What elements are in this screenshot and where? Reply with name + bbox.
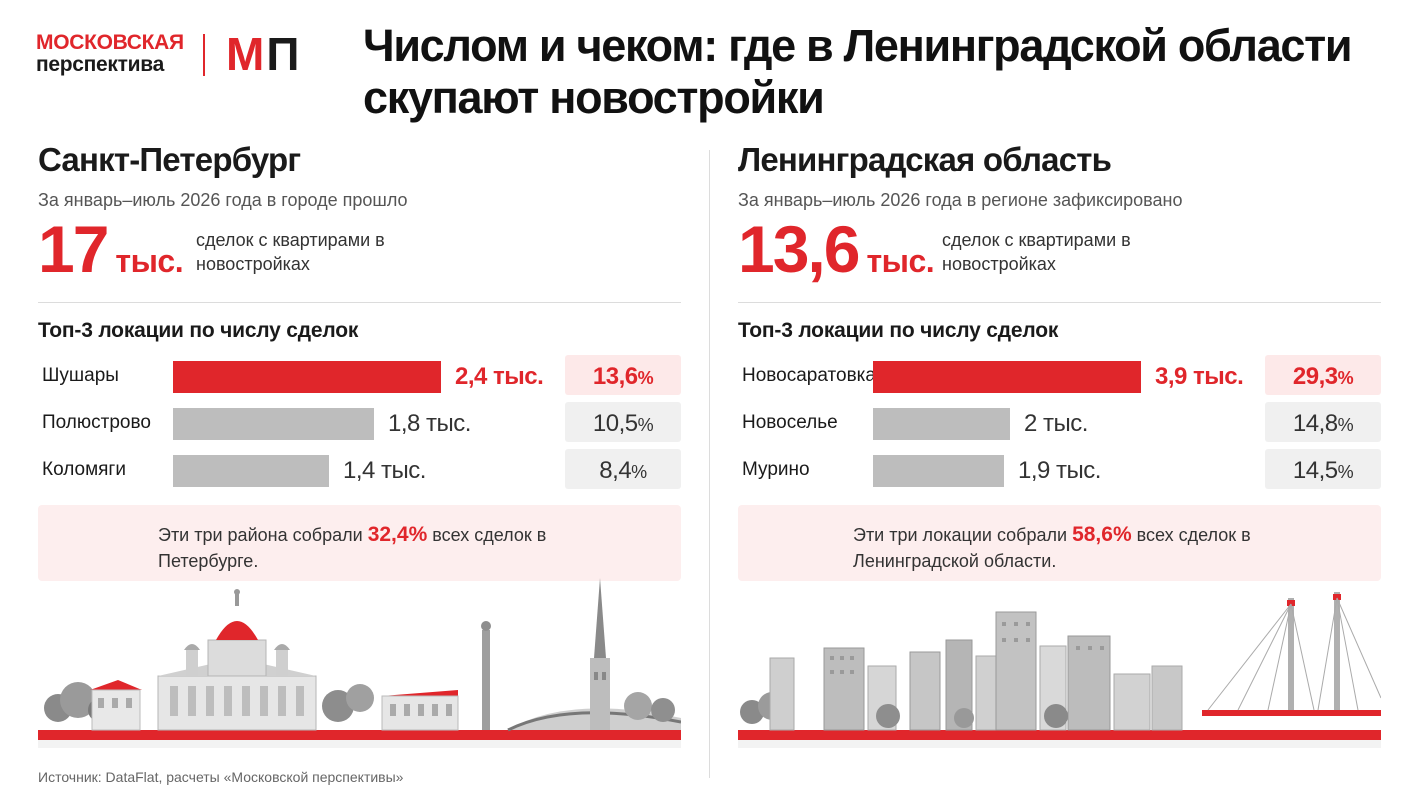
spb-big-unit: тыс. — [115, 243, 184, 279]
lo-big-number-value: 13,6 — [738, 212, 860, 286]
lo-subtitle: За январь–июль 2026 года в регионе зафик… — [738, 190, 1183, 210]
lo-row-2: Мурино 1,9 тыс. 14,5% — [738, 449, 1381, 489]
spb-panel: Санкт-Петербург За январь–июль 2026 года… — [38, 138, 683, 748]
lo-big-number: 13,6 тыс. — [738, 212, 935, 296]
spb-share-box: 10,5% — [565, 402, 681, 442]
spb-summary-note: Эти три района собрали 32,4% всех сделок… — [38, 505, 681, 581]
lo-bar-value: 3,9 тыс. — [1155, 363, 1244, 390]
lo-bar-value: 1,9 тыс. — [1018, 457, 1101, 484]
spb-total: 17 тыс. сделок с квартирами в новостройка… — [38, 214, 683, 290]
spb-bar-label: Полюстрово — [42, 412, 151, 433]
lo-divider — [738, 302, 1381, 303]
logo-mark-p: П — [266, 28, 302, 80]
spb-bar — [173, 408, 374, 440]
lo-panel: Ленинградская область За январь–июль 202… — [738, 138, 1383, 748]
spb-share-box: 8,4% — [565, 449, 681, 489]
spb-divider — [38, 302, 681, 303]
lo-bar-label: Новоселье — [742, 412, 838, 433]
lo-share-value: 29,3 — [1292, 363, 1338, 390]
lo-share-sign: % — [1337, 462, 1354, 482]
logo-line1: МОСКОВСКАЯ — [36, 31, 184, 54]
lo-share-box: 14,5% — [1265, 449, 1381, 489]
lo-skyline-illustration — [738, 592, 1381, 748]
lo-bar-label: Новосаратовка — [742, 365, 876, 386]
spb-summary-text: Эти три района собрали 32,4% всех сделок… — [158, 522, 578, 574]
lo-note-after: всех сделок в Ленинградской области. — [853, 525, 1251, 571]
spb-share-value: 13,6 — [592, 363, 638, 390]
lo-bar — [873, 361, 1141, 393]
lo-share: 29,3% — [1265, 363, 1381, 392]
cathedral-dome — [216, 621, 258, 640]
spb-skyline-illustration — [38, 578, 681, 748]
spb-title: Санкт-Петербург — [38, 141, 301, 178]
spb-row-1: Полюстрово 1,8 тыс. 10,5% — [38, 402, 681, 442]
lo-big-desc: сделок с квартирами в новостройках — [942, 230, 1131, 274]
lo-share-box: 14,8% — [1265, 402, 1381, 442]
spb-skyline-red-band — [38, 730, 681, 740]
spb-share-sign: % — [637, 415, 654, 435]
spb-bar — [173, 455, 329, 487]
spb-share-sign: % — [631, 462, 647, 482]
spb-share-value: 8,4 — [599, 457, 632, 484]
spb-share-box: 13,6% — [565, 355, 681, 395]
lo-row-1: Новоселье 2 тыс. 14,8% — [738, 402, 1381, 442]
lo-bar — [873, 455, 1004, 487]
spb-row-0: Шушары 2,4 тыс. 13,6% — [38, 355, 681, 395]
lo-title: Ленинградская область — [738, 141, 1112, 178]
lo-note-before: Эти три локации собрали — [853, 525, 1073, 545]
lo-share: 14,8% — [1265, 410, 1381, 439]
lo-bar-label: Мурино — [742, 459, 810, 480]
lo-share: 14,5% — [1265, 457, 1381, 486]
lo-share-sign: % — [1337, 415, 1354, 435]
lo-bar-chart: Новосаратовка 3,9 тыс. 29,3% Новоселье 2… — [738, 355, 1383, 495]
brand-logo: МОСКОВСКАЯ перспектива МП — [36, 30, 326, 80]
lo-share-sign: % — [1337, 368, 1354, 388]
spb-share-sign: % — [637, 368, 654, 388]
lo-note-value: 58,6% — [1072, 523, 1132, 546]
spb-share: 13,6% — [565, 363, 681, 392]
lo-bar-value: 2 тыс. — [1024, 410, 1088, 437]
page-title: Числом и чеком: где в Ленинградской обла… — [363, 20, 1353, 123]
spb-share: 10,5% — [565, 410, 681, 439]
spb-note-value: 32,4% — [367, 523, 428, 546]
lo-skyline-red-band — [738, 730, 1381, 740]
lo-bar — [873, 408, 1010, 440]
lo-summary-note: Эти три локации собрали 58,6% всех сдело… — [738, 505, 1381, 581]
spb-big-number: 17 тыс. — [38, 212, 184, 296]
lo-summary-text: Эти три локации собрали 58,6% всех сдело… — [853, 522, 1283, 574]
spb-big-number-value: 17 — [38, 212, 109, 286]
spb-big-desc: сделок с квартирами в новостройках — [196, 230, 385, 274]
lo-share-box: 29,3% — [1265, 355, 1381, 395]
spb-bar-value: 1,4 тыс. — [343, 457, 426, 484]
logo-mark: МП — [226, 30, 301, 78]
spb-bar-label: Коломяги — [42, 459, 126, 480]
spb-bar-chart: Шушары 2,4 тыс. 13,6% Полюстрово 1,8 тыс… — [38, 355, 683, 495]
lo-share-value: 14,5 — [1292, 457, 1338, 484]
logo-mark-m: М — [226, 28, 267, 80]
logo-line2: перспектива — [36, 53, 164, 76]
lo-top3-title: Топ-3 локации по числу сделок — [738, 319, 1059, 342]
column-divider — [709, 150, 710, 778]
lo-share-value: 14,8 — [1292, 410, 1338, 437]
lo-total: 13,6 тыс. сделок с квартирами в новострой… — [738, 214, 1383, 290]
spb-note-before: Эти три района собрали — [158, 525, 368, 545]
spb-bar-label: Шушары — [42, 365, 119, 386]
spb-note-after: всех сделок в Петербурге. — [158, 525, 547, 571]
logo-wordmark: МОСКОВСКАЯ перспектива — [36, 32, 184, 76]
logo-separator — [203, 34, 205, 76]
spb-share-value: 10,5 — [592, 410, 638, 437]
spb-bar — [173, 361, 441, 393]
lo-big-unit: тыс. — [866, 243, 935, 279]
lo-row-0: Новосаратовка 3,9 тыс. 29,3% — [738, 355, 1381, 395]
spb-share: 8,4% — [565, 457, 681, 486]
source-note: Источник: DataFlat, расчеты «Московской … — [38, 769, 404, 785]
spb-subtitle: За январь–июль 2026 года в городе прошло — [38, 190, 408, 210]
spb-row-2: Коломяги 1,4 тыс. 8,4% — [38, 449, 681, 489]
spb-top3-title: Топ-3 локации по числу сделок — [38, 319, 359, 342]
spb-bar-value: 1,8 тыс. — [388, 410, 471, 437]
spb-bar-value: 2,4 тыс. — [455, 363, 544, 390]
